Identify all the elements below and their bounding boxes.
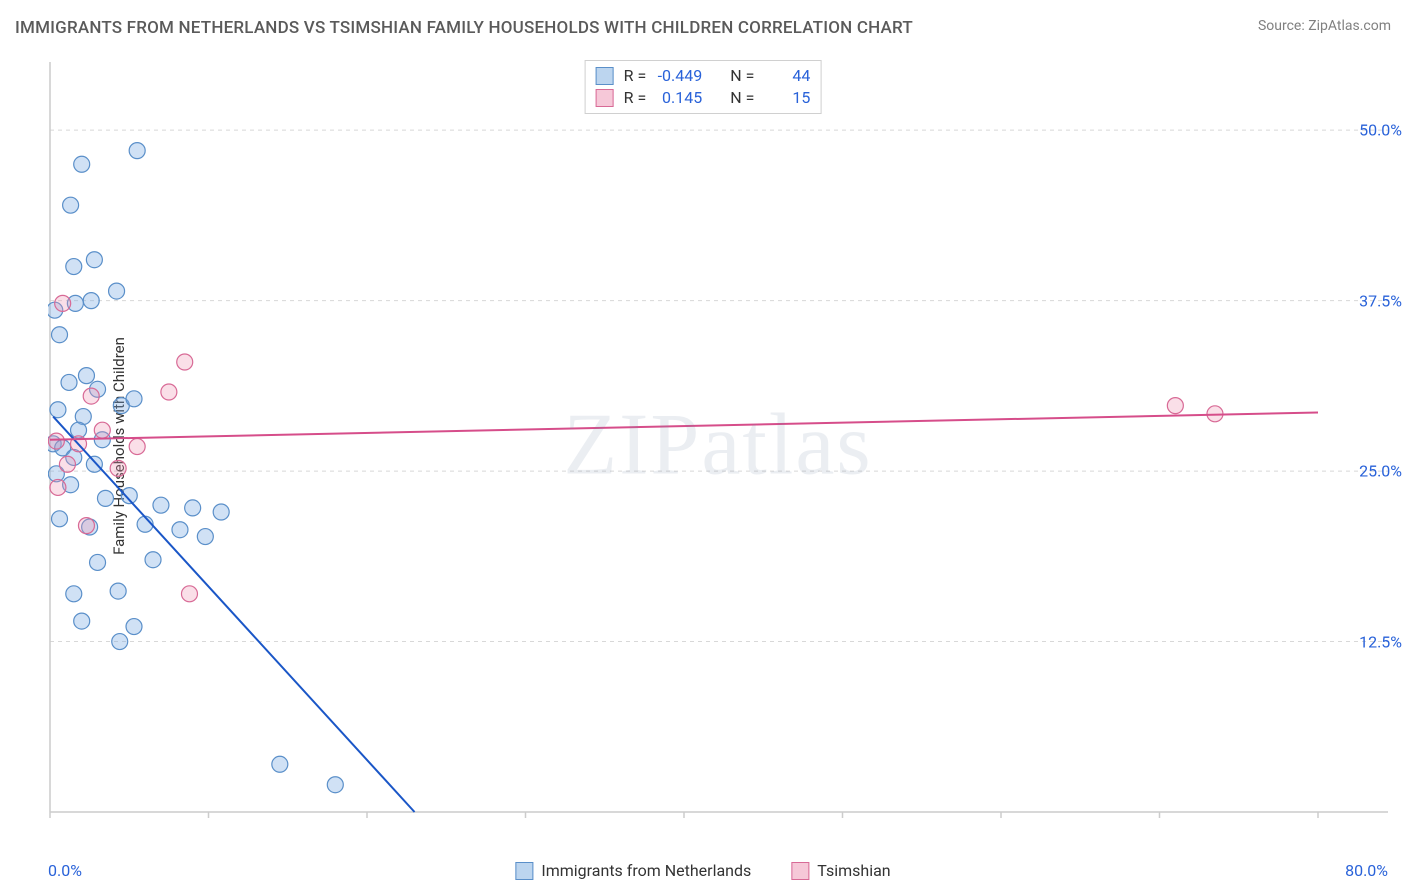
legend-row-series-2: R = 0.145 N = 15: [596, 87, 811, 109]
y-axis-tick: 12.5%: [1359, 632, 1402, 651]
legend-n-value-2: 15: [764, 87, 810, 109]
legend-label-2: Tsimshian: [817, 861, 890, 880]
legend-n-label: N =: [730, 87, 754, 109]
x-axis-tick-min: 0.0%: [48, 861, 82, 880]
source-attribution: Source: ZipAtlas.com: [1258, 18, 1391, 34]
y-axis-tick: 50.0%: [1359, 121, 1402, 140]
legend-r-label: R =: [624, 87, 647, 109]
legend-item-2: Tsimshian: [791, 861, 890, 880]
y-axis-tick: 37.5%: [1359, 291, 1402, 310]
series-legend: Immigrants from Netherlands Tsimshian: [515, 861, 890, 880]
legend-swatch-2: [596, 89, 614, 107]
legend-row-series-1: R = -0.449 N = 44: [596, 65, 811, 87]
legend-item-1: Immigrants from Netherlands: [515, 861, 751, 880]
y-axis-tick: 25.0%: [1359, 462, 1402, 481]
x-axis-tick-max: 80.0%: [1345, 861, 1388, 880]
chart-title: IMMIGRANTS FROM NETHERLANDS VS TSIMSHIAN…: [15, 18, 913, 38]
legend-r-value-2: 0.145: [656, 87, 702, 109]
legend-swatch-bottom-1: [515, 862, 533, 880]
legend-swatch-bottom-2: [791, 862, 809, 880]
plot-area: ZIPatlas: [48, 60, 1388, 830]
chart-svg: [48, 60, 1388, 830]
correlation-legend: R = -0.449 N = 44 R = 0.145 N = 15: [585, 60, 822, 114]
legend-label-1: Immigrants from Netherlands: [541, 861, 751, 880]
legend-n-label: N =: [730, 65, 754, 87]
legend-swatch-1: [596, 67, 614, 85]
legend-r-value-1: -0.449: [656, 65, 702, 87]
legend-r-label: R =: [624, 65, 647, 87]
legend-n-value-1: 44: [764, 65, 810, 87]
